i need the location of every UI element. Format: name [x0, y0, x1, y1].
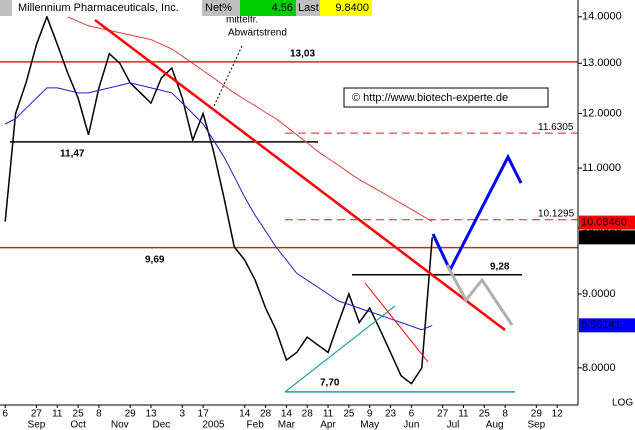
- support-line: [284, 305, 396, 393]
- x-tick-label: 11: [323, 409, 334, 420]
- level-label: 9,28: [490, 261, 510, 272]
- x-tick-label: 28: [260, 409, 272, 420]
- price-box: [579, 230, 635, 245]
- level-label: 11.6305: [538, 122, 574, 133]
- annotation: Abwärtstrend: [228, 28, 287, 39]
- y-tick-label: 11.0000: [582, 162, 621, 174]
- price-line: [4, 82, 433, 331]
- x-month-label: Nov: [111, 420, 129, 430]
- x-tick-label: 8: [502, 409, 508, 420]
- x-month-label: Aug: [486, 420, 504, 430]
- y-tick-label: 14.0000: [582, 11, 622, 23]
- header-value: 4.56: [272, 2, 293, 14]
- header-value: 9.8400: [335, 2, 369, 14]
- price-box: [579, 215, 635, 230]
- level-label: 11,47: [60, 148, 85, 159]
- x-tick-label: 27: [31, 409, 43, 420]
- header-title: Millennium Pharmaceuticals, Inc.: [18, 2, 179, 14]
- x-tick-label: 8: [96, 409, 102, 420]
- x-tick-label: 25: [73, 409, 85, 420]
- x-month-label: Sep: [527, 420, 545, 430]
- x-tick-label: 6: [2, 409, 8, 420]
- header-cell: [202, 0, 240, 16]
- annotation-arrow: [213, 45, 243, 107]
- y-tick-label: 12.0000: [582, 107, 622, 119]
- x-month-label: 2005: [202, 420, 225, 430]
- x-tick-label: 6: [409, 409, 415, 420]
- x-month-label: Feb: [247, 420, 265, 430]
- price-box-label: 10.08460: [581, 216, 627, 228]
- x-month-label: Mar: [278, 420, 296, 430]
- x-tick-label: 17: [198, 409, 210, 420]
- price-box-label: 9.8500: [581, 231, 615, 243]
- x-month-label: Oct: [70, 420, 86, 430]
- level-label: 7,70: [320, 377, 340, 388]
- x-tick-label: 11: [458, 409, 469, 420]
- x-tick-label: 3: [179, 409, 185, 420]
- annotation: mittelfr.: [226, 15, 258, 26]
- x-tick-label: 27: [437, 409, 449, 420]
- x-tick-label: 12: [552, 409, 564, 420]
- level-label: 10.1295: [538, 208, 575, 219]
- x-month-label: Jun: [403, 420, 419, 430]
- scale-label: LOG: [612, 398, 633, 409]
- x-tick-label: 23: [385, 409, 397, 420]
- price-line: [67, 16, 433, 223]
- header-label: Last: [298, 2, 319, 14]
- trend-line: [94, 19, 506, 331]
- projection-up: [431, 153, 523, 274]
- header-cell: [296, 0, 320, 16]
- source-box: [343, 87, 549, 108]
- header-icon: [0, 0, 12, 16]
- price-box-label: 8.56141: [581, 319, 621, 331]
- x-month-label: May: [360, 420, 379, 430]
- plot-area: [0, 14, 578, 393]
- x-tick-label: 14: [281, 409, 293, 420]
- x-tick-label: 25: [479, 409, 491, 420]
- x-tick-label: 11: [52, 409, 63, 420]
- header-cell: [240, 0, 296, 16]
- price-box: [579, 318, 635, 333]
- source: © http://www.biotech-experte.de: [352, 92, 508, 104]
- x-tick-label: 13: [145, 409, 157, 420]
- x-tick-label: 25: [343, 409, 355, 420]
- y-tick-label: 13.0000: [582, 57, 622, 69]
- x-tick-label: 9: [367, 409, 373, 420]
- x-tick-label: 14: [239, 409, 251, 420]
- x-month-label: Apr: [320, 420, 336, 430]
- y-tick-label: 8.0000: [582, 362, 616, 374]
- price-line: [4, 14, 433, 385]
- header-cell: [320, 0, 372, 16]
- header-label: Net%: [205, 2, 232, 14]
- x-tick-label: 29: [531, 409, 543, 420]
- x-month-label: Sep: [28, 420, 46, 430]
- x-tick-label: 29: [125, 409, 137, 420]
- y-tick-label: 9.0000: [582, 288, 616, 300]
- projection-gray: [445, 264, 514, 326]
- level-label: 13,03: [290, 48, 315, 59]
- level-label: 9,69: [145, 254, 165, 265]
- trend-line-short: [364, 282, 429, 363]
- x-tick-label: 28: [302, 409, 314, 420]
- x-month-label: Jul: [447, 420, 460, 430]
- x-month-label: Dec: [153, 420, 171, 430]
